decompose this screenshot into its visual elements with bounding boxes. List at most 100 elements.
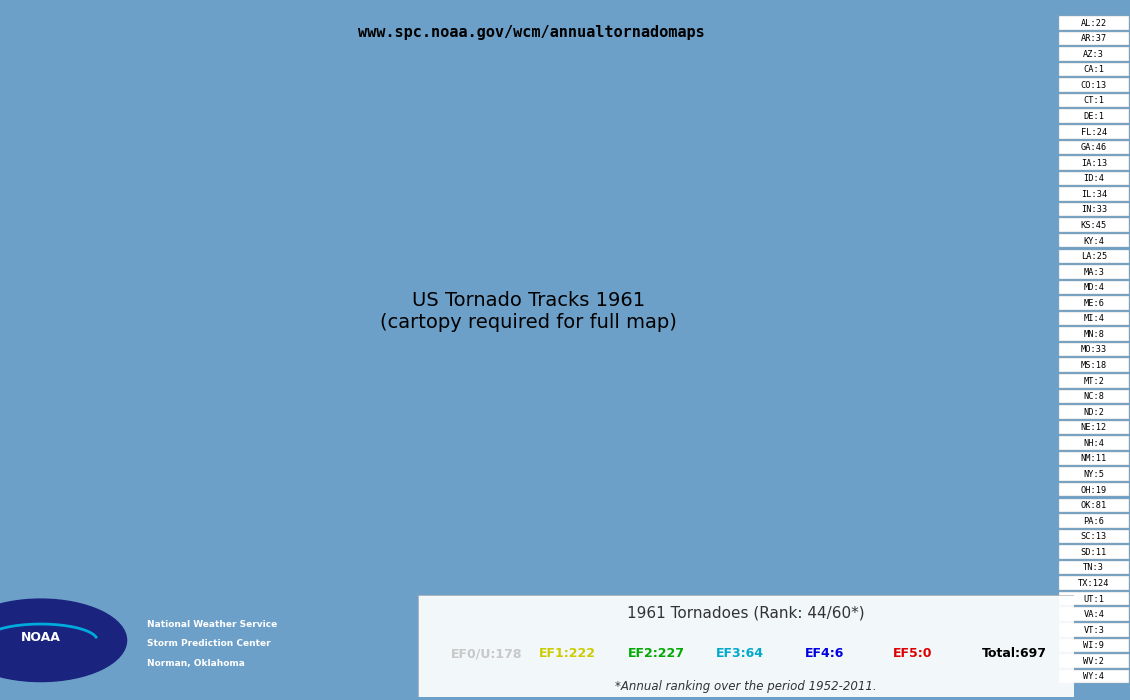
Text: SC:13: SC:13: [1080, 532, 1107, 541]
FancyBboxPatch shape: [1059, 421, 1129, 434]
FancyBboxPatch shape: [1059, 109, 1129, 123]
FancyBboxPatch shape: [1059, 265, 1129, 279]
Text: EF1:222: EF1:222: [539, 648, 597, 660]
FancyBboxPatch shape: [1059, 654, 1129, 668]
Text: Total:697: Total:697: [982, 648, 1046, 660]
Text: SD:11: SD:11: [1080, 548, 1107, 556]
Text: WY:4: WY:4: [1084, 672, 1104, 681]
Text: MA:3: MA:3: [1084, 267, 1104, 276]
FancyBboxPatch shape: [1059, 218, 1129, 232]
Text: NH:4: NH:4: [1084, 439, 1104, 448]
Text: OH:19: OH:19: [1080, 486, 1107, 495]
Text: NE:12: NE:12: [1080, 424, 1107, 433]
Text: AL:22: AL:22: [1080, 19, 1107, 28]
Text: OK:81: OK:81: [1080, 501, 1107, 510]
FancyBboxPatch shape: [1059, 468, 1129, 481]
Text: EF4:6: EF4:6: [805, 648, 844, 660]
Text: DE:1: DE:1: [1084, 112, 1104, 121]
FancyBboxPatch shape: [1059, 483, 1129, 496]
Text: TN:3: TN:3: [1084, 564, 1104, 573]
FancyBboxPatch shape: [1059, 281, 1129, 294]
FancyBboxPatch shape: [1059, 296, 1129, 309]
FancyBboxPatch shape: [1059, 390, 1129, 403]
Text: US Tornado Tracks 1961
(cartopy required for full map): US Tornado Tracks 1961 (cartopy required…: [380, 291, 677, 332]
FancyBboxPatch shape: [1059, 592, 1129, 606]
Text: VA:4: VA:4: [1084, 610, 1104, 619]
FancyBboxPatch shape: [1059, 374, 1129, 388]
Text: NY:5: NY:5: [1084, 470, 1104, 479]
Text: EF0/U:178: EF0/U:178: [451, 648, 522, 660]
FancyBboxPatch shape: [1059, 188, 1129, 201]
Text: CA:1: CA:1: [1084, 65, 1104, 74]
FancyBboxPatch shape: [1059, 545, 1129, 559]
FancyBboxPatch shape: [1059, 16, 1129, 29]
Text: EF5:0: EF5:0: [894, 648, 932, 660]
FancyBboxPatch shape: [1059, 452, 1129, 466]
Text: MD:4: MD:4: [1084, 284, 1104, 292]
Text: EF2:227: EF2:227: [628, 648, 685, 660]
Text: IN:33: IN:33: [1080, 205, 1107, 214]
Text: IA:13: IA:13: [1080, 159, 1107, 168]
Text: MT:2: MT:2: [1084, 377, 1104, 386]
Text: *Annual ranking over the period 1952-2011.: *Annual ranking over the period 1952-201…: [615, 680, 877, 693]
Text: NM:11: NM:11: [1080, 454, 1107, 463]
Text: PA:6: PA:6: [1084, 517, 1104, 526]
FancyBboxPatch shape: [1059, 63, 1129, 76]
Text: WV:2: WV:2: [1084, 657, 1104, 666]
FancyBboxPatch shape: [1059, 234, 1129, 247]
Text: ID:4: ID:4: [1084, 174, 1104, 183]
Text: EF3:64: EF3:64: [716, 648, 764, 660]
FancyBboxPatch shape: [1059, 343, 1129, 356]
FancyBboxPatch shape: [1059, 436, 1129, 450]
FancyBboxPatch shape: [1059, 530, 1129, 543]
Text: ME:6: ME:6: [1084, 299, 1104, 308]
FancyBboxPatch shape: [1059, 670, 1129, 683]
FancyBboxPatch shape: [1059, 638, 1129, 652]
FancyBboxPatch shape: [1059, 405, 1129, 419]
FancyBboxPatch shape: [1059, 576, 1129, 590]
FancyBboxPatch shape: [1059, 514, 1129, 528]
Text: CT:1: CT:1: [1084, 97, 1104, 106]
Text: KS:45: KS:45: [1080, 221, 1107, 230]
FancyBboxPatch shape: [1059, 78, 1129, 92]
Text: TX:124: TX:124: [1078, 579, 1110, 588]
Text: MO:33: MO:33: [1080, 346, 1107, 354]
FancyBboxPatch shape: [1059, 141, 1129, 154]
Text: AZ:3: AZ:3: [1084, 50, 1104, 59]
Text: Norman, Oklahoma: Norman, Oklahoma: [147, 659, 245, 668]
FancyBboxPatch shape: [1059, 623, 1129, 636]
FancyBboxPatch shape: [1059, 358, 1129, 372]
Text: LA:25: LA:25: [1080, 252, 1107, 261]
Text: GA:46: GA:46: [1080, 144, 1107, 152]
Text: MI:4: MI:4: [1084, 314, 1104, 323]
FancyBboxPatch shape: [1059, 32, 1129, 45]
FancyBboxPatch shape: [1059, 328, 1129, 341]
FancyBboxPatch shape: [1059, 94, 1129, 107]
FancyBboxPatch shape: [1059, 561, 1129, 574]
Circle shape: [0, 599, 127, 682]
FancyBboxPatch shape: [418, 595, 1074, 696]
Text: KY:4: KY:4: [1084, 237, 1104, 246]
Text: ND:2: ND:2: [1084, 408, 1104, 416]
FancyBboxPatch shape: [1059, 125, 1129, 139]
Text: Storm Prediction Center: Storm Prediction Center: [147, 639, 270, 648]
Text: CO:13: CO:13: [1080, 81, 1107, 90]
Text: AR:37: AR:37: [1080, 34, 1107, 43]
Text: VT:3: VT:3: [1084, 626, 1104, 635]
FancyBboxPatch shape: [1059, 608, 1129, 621]
FancyBboxPatch shape: [1059, 156, 1129, 169]
Text: IL:34: IL:34: [1080, 190, 1107, 199]
Text: NOAA: NOAA: [20, 631, 61, 643]
Text: NC:8: NC:8: [1084, 392, 1104, 401]
Text: 1961 Tornadoes (Rank: 44/60*): 1961 Tornadoes (Rank: 44/60*): [627, 606, 864, 621]
Text: FL:24: FL:24: [1080, 127, 1107, 136]
FancyBboxPatch shape: [1059, 47, 1129, 61]
FancyBboxPatch shape: [1059, 203, 1129, 216]
FancyBboxPatch shape: [1059, 498, 1129, 512]
Text: www.spc.noaa.gov/wcm/annualtornadomaps: www.spc.noaa.gov/wcm/annualtornadomaps: [358, 25, 704, 39]
Text: MN:8: MN:8: [1084, 330, 1104, 339]
FancyBboxPatch shape: [1059, 249, 1129, 263]
FancyBboxPatch shape: [1059, 312, 1129, 326]
FancyBboxPatch shape: [1059, 172, 1129, 186]
Text: WI:9: WI:9: [1084, 641, 1104, 650]
